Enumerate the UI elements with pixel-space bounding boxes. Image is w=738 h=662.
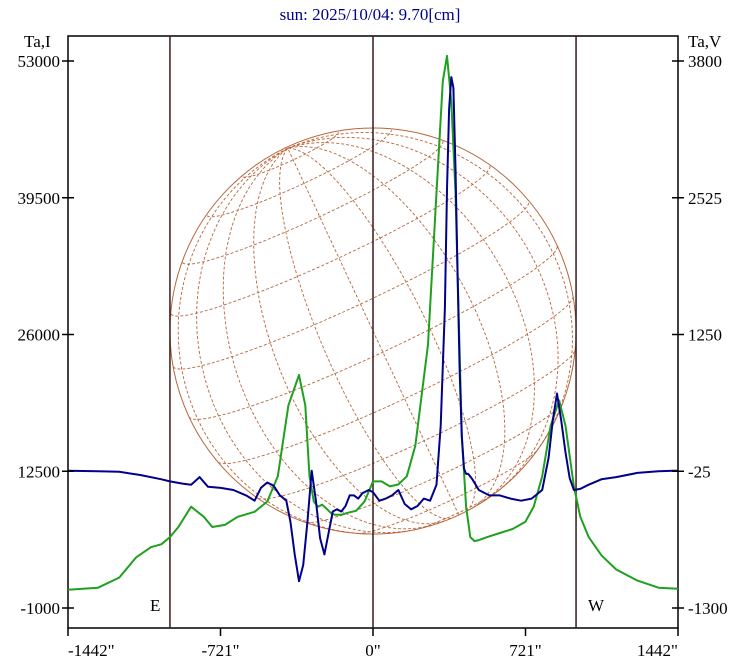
latitude-line — [172, 200, 530, 370]
sun-disk-grid — [169, 127, 577, 535]
x-tick-label: 721" — [509, 641, 541, 660]
longitude-line — [253, 147, 445, 525]
longitude-line — [287, 132, 573, 459]
left-tick-label: -1000 — [20, 599, 60, 618]
axis-labels: sun: 2025/10/04: 9.70[cm] Ta,I Ta,V E W — [24, 5, 722, 615]
latitude-line — [206, 129, 392, 218]
x-tick-label: 1442" — [637, 641, 678, 660]
x-tick-label: 0" — [365, 641, 380, 660]
right-tick-label: -25 — [688, 462, 711, 481]
right-axis-label: Ta,V — [688, 32, 722, 51]
longitude-line — [177, 147, 370, 535]
right-tick-label: 1250 — [688, 326, 722, 345]
longitude-line — [287, 146, 506, 509]
left-tick-label: 12500 — [18, 462, 61, 481]
right-tick-label: 3800 — [688, 52, 722, 71]
chart-title: sun: 2025/10/04: 9.70[cm] — [280, 5, 461, 24]
west-label: W — [588, 596, 605, 615]
left-axis-label: Ta,I — [24, 32, 51, 51]
limb-and-center-lines — [169, 36, 577, 628]
left-tick-label: 26000 — [18, 326, 61, 345]
longitude-line — [287, 142, 535, 501]
axis-ticks: -1000 12500 26000 39500 53000 -1300 -25 1250 252… — [18, 52, 728, 660]
longitude-line — [287, 148, 460, 516]
left-tick-label: 53000 — [18, 52, 61, 71]
right-tick-label: -1300 — [688, 599, 728, 618]
east-label: E — [150, 596, 160, 615]
right-tick-label: 2525 — [688, 189, 722, 208]
longitude-line — [222, 147, 431, 530]
series-line-right — [67, 76, 678, 583]
x-tick-label: -1442" — [68, 641, 115, 660]
longitude-line — [279, 147, 452, 520]
longitude-line — [287, 136, 559, 492]
latitude-line — [217, 296, 574, 465]
latitude-line — [188, 245, 558, 420]
series-lines — [67, 54, 679, 591]
left-tick-label: 39500 — [18, 189, 61, 208]
series-line-left — [67, 54, 679, 591]
x-tick-label: -721" — [201, 641, 239, 660]
